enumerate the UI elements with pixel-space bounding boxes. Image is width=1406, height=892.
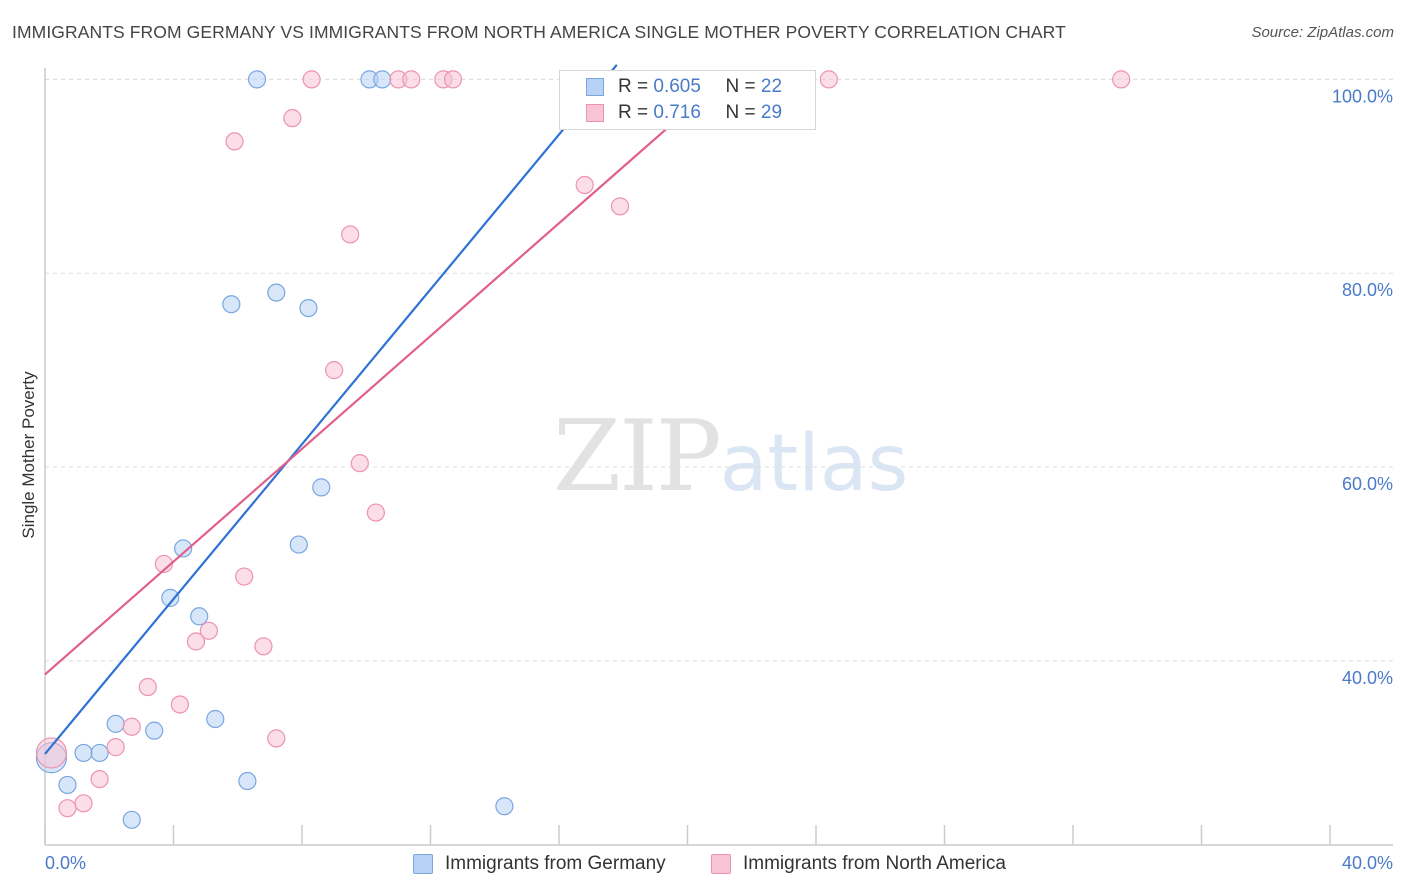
north-america-point bbox=[819, 70, 838, 89]
north-america-point bbox=[138, 677, 157, 697]
legend-swatch-north-america bbox=[586, 104, 604, 122]
y-tick-label: 40.0% bbox=[1342, 668, 1393, 688]
north-america-point bbox=[1112, 70, 1131, 89]
germany-trend-line bbox=[44, 64, 618, 755]
r-label: R = bbox=[618, 102, 649, 123]
north-america-point bbox=[90, 769, 109, 789]
y-tick-label: 80.0% bbox=[1342, 280, 1393, 300]
n-value: 22 bbox=[760, 76, 783, 97]
source-credit: Source: ZipAtlas.com bbox=[1251, 24, 1394, 41]
x-tick-label: 40.0% bbox=[1342, 853, 1393, 873]
y-axis-title: Single Mother Poverty bbox=[19, 371, 38, 539]
germany-point bbox=[289, 535, 308, 554]
north-america-point bbox=[225, 132, 244, 151]
germany-point bbox=[106, 714, 125, 733]
y-tick-label: 60.0% bbox=[1342, 474, 1393, 494]
north-america-point bbox=[610, 197, 630, 216]
legend-label-north-america: Immigrants from North America bbox=[743, 853, 1006, 874]
north-america-point bbox=[170, 695, 190, 714]
germany-point bbox=[267, 283, 286, 302]
north-america-point bbox=[575, 175, 594, 195]
north-america-point bbox=[35, 737, 68, 769]
n-label: N = bbox=[725, 102, 756, 123]
legend-swatch-north-america bbox=[711, 854, 731, 874]
north-america-point bbox=[199, 621, 218, 640]
watermark: ZIPatlas bbox=[553, 400, 908, 514]
north-america-point bbox=[443, 70, 463, 89]
legend-text-north-america: R = 0.716 N = 29 bbox=[618, 102, 782, 124]
north-america-point bbox=[283, 109, 302, 128]
r-value: 0.716 bbox=[653, 102, 701, 123]
germany-point bbox=[495, 797, 514, 816]
north-america-trend-line bbox=[44, 78, 724, 676]
germany-point bbox=[312, 478, 331, 497]
n-value: 29 bbox=[760, 102, 783, 123]
north-america-point bbox=[350, 454, 369, 473]
legend-label-germany: Immigrants from Germany bbox=[445, 853, 666, 874]
germany-point bbox=[190, 607, 209, 626]
north-america-point bbox=[302, 70, 321, 89]
germany-point bbox=[58, 775, 77, 795]
legend-swatch-germany bbox=[586, 78, 604, 96]
north-america-point bbox=[74, 794, 93, 813]
x-tick-label: 0.0% bbox=[45, 853, 86, 873]
germany-point bbox=[222, 295, 241, 314]
germany-point bbox=[299, 298, 318, 318]
germany-point bbox=[161, 588, 180, 607]
germany-point bbox=[373, 70, 392, 89]
y-tick-label: 100.0% bbox=[1332, 86, 1393, 106]
watermark-atlas: atlas bbox=[719, 419, 909, 509]
n-label: N = bbox=[725, 76, 756, 97]
germany-point bbox=[145, 721, 164, 740]
north-america-point bbox=[106, 738, 125, 757]
germany-point bbox=[174, 539, 193, 558]
correlation-legend: R = 0.605 N = 22 R = 0.716 N = 29 bbox=[559, 70, 816, 130]
north-america-point bbox=[235, 567, 254, 586]
r-label: R = bbox=[618, 76, 649, 97]
north-america-point bbox=[267, 729, 286, 748]
north-america-point bbox=[254, 637, 273, 656]
germany-point bbox=[247, 70, 267, 89]
north-america-point bbox=[325, 361, 344, 380]
label-layer: 40.0% 60.0% 80.0% 100.0% 0.0% 40.0% Single Mot… bbox=[19, 86, 1393, 873]
trend-layer bbox=[44, 64, 724, 755]
points-layer bbox=[35, 70, 1131, 829]
north-america-point bbox=[186, 632, 206, 651]
chart-title: IMMIGRANTS FROM GERMANY VS IMMIGRANTS FR… bbox=[12, 22, 1066, 42]
r-value: 0.605 bbox=[653, 76, 701, 97]
germany-point bbox=[206, 709, 225, 729]
watermark-zip: ZIP bbox=[553, 400, 722, 514]
legend-swatch-germany bbox=[413, 854, 433, 874]
series-legend: Immigrants from Germany Immigrants from … bbox=[0, 852, 1406, 878]
north-america-point bbox=[58, 799, 77, 818]
germany-point bbox=[238, 771, 257, 791]
north-america-point bbox=[341, 225, 360, 244]
north-america-point bbox=[402, 70, 421, 89]
germany-point bbox=[122, 810, 141, 829]
germany-point bbox=[74, 743, 93, 763]
north-america-point bbox=[122, 717, 141, 736]
axis-layer bbox=[44, 68, 1393, 846]
north-america-point bbox=[366, 503, 385, 522]
germany-point bbox=[90, 743, 109, 763]
legend-text-germany: R = 0.605 N = 22 bbox=[618, 76, 782, 98]
